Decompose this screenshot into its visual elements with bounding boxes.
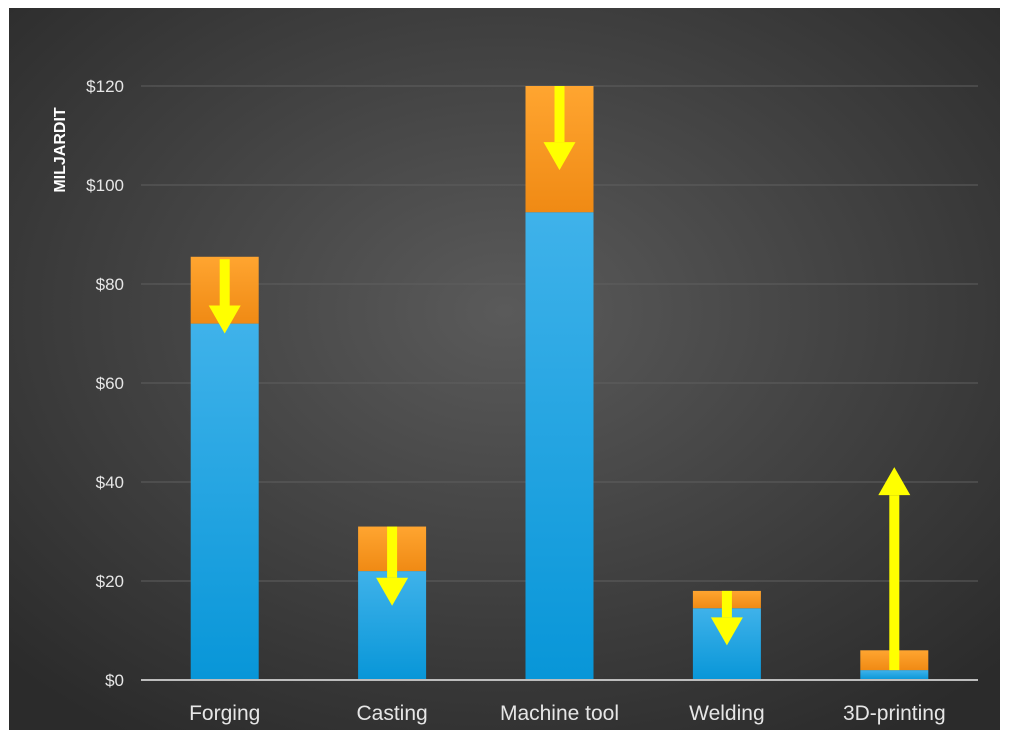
- trend-arrow-down: [543, 86, 576, 171]
- y-axis-ticks: $0 $20 $40 $60 $80 $100 $120: [86, 77, 124, 690]
- trend-arrow-down: [710, 590, 743, 646]
- y-tick-label: $80: [96, 275, 124, 294]
- y-tick-label: $40: [96, 473, 124, 492]
- y-tick-label: $120: [86, 77, 124, 96]
- bar-segment-3d-printing-0: [860, 670, 929, 680]
- arrow-shaft: [554, 86, 565, 143]
- arrow-head: [376, 577, 409, 606]
- y-axis-title: MILJARDIT: [52, 107, 69, 193]
- y-tick-label: $0: [105, 671, 124, 690]
- arrow-shaft: [387, 526, 398, 578]
- trend-arrow-up: [878, 467, 911, 671]
- trend-arrow-down: [376, 526, 409, 606]
- x-axis-labels: Forging Casting Machine tool Welding 3D-prin…: [189, 702, 946, 725]
- bar-segment-machine-tool-0: [525, 212, 594, 680]
- y-tick-label: $60: [96, 374, 124, 393]
- y-tick-label: $100: [86, 176, 124, 195]
- arrow-shaft: [889, 495, 900, 671]
- arrow-head: [710, 617, 743, 646]
- x-tick-label: Forging: [189, 702, 260, 725]
- trend-arrows: [208, 86, 911, 671]
- arrow-head: [208, 305, 241, 334]
- x-tick-label: Machine tool: [500, 702, 619, 725]
- arrow-head: [878, 467, 911, 496]
- x-tick-label: Welding: [689, 702, 765, 725]
- trend-arrow-down: [208, 259, 241, 334]
- arrow-shaft: [219, 259, 230, 306]
- arrow-shaft: [721, 590, 732, 618]
- bar-segment-forging-0: [190, 323, 259, 680]
- x-tick-label: Casting: [356, 702, 427, 725]
- arrow-head: [543, 142, 576, 171]
- x-tick-label: 3D-printing: [843, 702, 946, 725]
- chart-background: [9, 8, 1000, 730]
- y-tick-label: $20: [96, 572, 124, 591]
